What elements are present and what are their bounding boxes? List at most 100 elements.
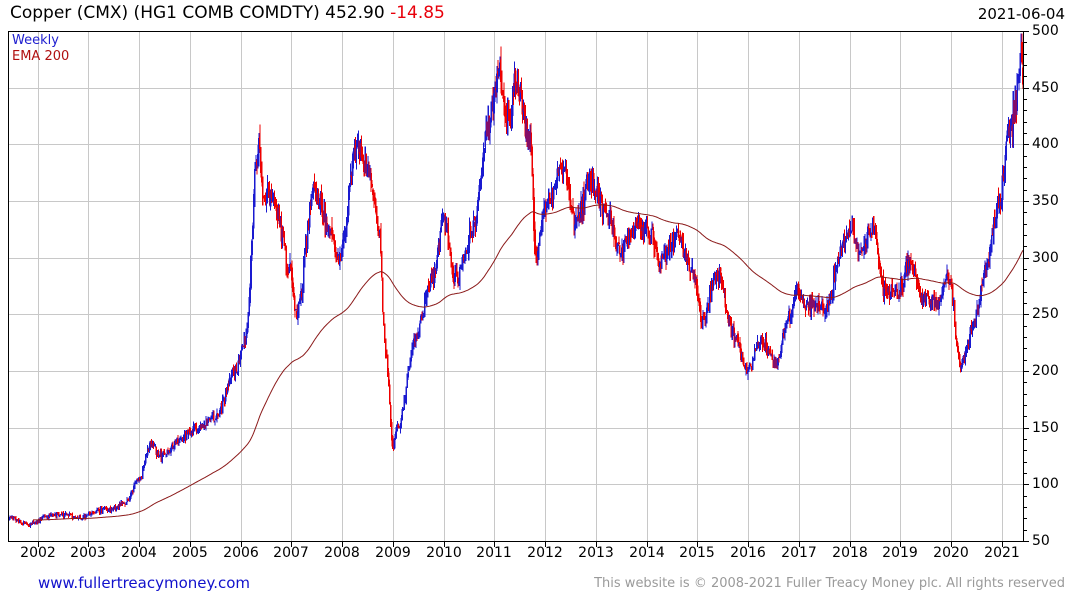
x-axis-tick: [748, 542, 749, 547]
y-axis-tick: [1023, 144, 1029, 145]
y-axis-label: 450: [1032, 80, 1059, 96]
y-axis-minor-tick: [1023, 99, 1027, 100]
y-axis-minor-tick: [1023, 133, 1027, 134]
x-axis-tick: [850, 542, 851, 547]
x-axis-tick: [951, 542, 952, 547]
site-url-link[interactable]: www.fullertreacymoney.com: [38, 574, 251, 592]
last-price: 452.90: [325, 3, 385, 23]
chart-date: 2021-06-04: [977, 5, 1065, 23]
x-axis-label: 2018: [832, 545, 868, 561]
y-axis-tick: [1023, 371, 1029, 372]
y-axis-minor-tick: [1023, 348, 1027, 349]
y-axis-minor-tick: [1023, 394, 1027, 395]
x-axis-label: 2020: [933, 545, 969, 561]
y-axis-tick: [1023, 541, 1029, 542]
chart-title: Copper (CMX) (HG1 COMB COMDTY) 452.90 -1…: [10, 3, 445, 23]
y-axis-minor-tick: [1023, 167, 1027, 168]
legend-periodicity: Weekly: [12, 33, 59, 48]
y-axis-label: 350: [1032, 193, 1059, 209]
y-axis-minor-tick: [1023, 156, 1027, 157]
x-axis-label: 2006: [223, 545, 259, 561]
y-axis-minor-tick: [1023, 42, 1027, 43]
y-axis-minor-tick: [1023, 178, 1027, 179]
x-axis-tick: [1002, 542, 1003, 547]
x-axis-tick: [697, 542, 698, 547]
price-change: -14.85: [390, 3, 445, 23]
gridlines: [8, 31, 1023, 541]
axis-right-border: [1023, 31, 1024, 542]
y-axis-minor-tick: [1023, 303, 1027, 304]
x-axis-label: 2009: [375, 545, 411, 561]
candlestick-svg: [8, 31, 1023, 541]
y-axis-tick: [1023, 484, 1029, 485]
y-axis-minor-tick: [1023, 190, 1027, 191]
x-axis-label: 2019: [882, 545, 918, 561]
y-axis-minor-tick: [1023, 439, 1027, 440]
x-axis-tick: [190, 542, 191, 547]
y-axis-tick: [1023, 201, 1029, 202]
x-axis-label: 2008: [324, 545, 360, 561]
chart-legend: Weekly EMA 200: [12, 33, 69, 65]
x-axis-label: 2014: [629, 545, 665, 561]
copyright-notice: This website is © 2008-2021 Fuller Treac…: [594, 576, 1065, 591]
x-axis-tick: [139, 542, 140, 547]
y-axis-minor-tick: [1023, 280, 1027, 281]
y-axis-minor-tick: [1023, 518, 1027, 519]
x-axis-tick: [393, 542, 394, 547]
y-axis-minor-tick: [1023, 450, 1027, 451]
y-axis-label: 50: [1032, 533, 1050, 549]
x-axis-tick: [647, 542, 648, 547]
y-axis-label: 500: [1032, 23, 1059, 39]
y-axis-minor-tick: [1023, 326, 1027, 327]
y-axis-tick: [1023, 314, 1029, 315]
instrument-name: Copper (CMX) (HG1 COMB COMDTY): [10, 3, 320, 23]
x-axis-label: 2017: [781, 545, 817, 561]
y-axis-label: 200: [1032, 363, 1059, 379]
x-axis-label: 2015: [679, 545, 715, 561]
x-axis-tick: [444, 542, 445, 547]
y-axis-minor-tick: [1023, 76, 1027, 77]
x-axis-label: 2016: [730, 545, 766, 561]
y-axis-minor-tick: [1023, 382, 1027, 383]
axis-left-border: [8, 31, 9, 542]
y-axis-minor-tick: [1023, 507, 1027, 508]
x-axis-label: 2013: [578, 545, 614, 561]
y-axis-minor-tick: [1023, 405, 1027, 406]
y-axis-minor-tick: [1023, 269, 1027, 270]
legend-ema-200: EMA 200: [12, 49, 70, 64]
y-axis-tick: [1023, 258, 1029, 259]
x-axis-label: 2003: [70, 545, 106, 561]
y-axis-tick: [1023, 31, 1029, 32]
plot-area[interactable]: [8, 31, 1023, 541]
x-axis-label: 2012: [527, 545, 563, 561]
chart-header: Copper (CMX) (HG1 COMB COMDTY) 452.90 -1…: [0, 0, 1075, 28]
axis-bottom-border: [8, 541, 1024, 542]
y-axis-label: 300: [1032, 250, 1059, 266]
y-axis-minor-tick: [1023, 360, 1027, 361]
y-axis-minor-tick: [1023, 473, 1027, 474]
y-axis-minor-tick: [1023, 416, 1027, 417]
ema-200-line: [33, 204, 1023, 521]
price-canvas: [8, 31, 1023, 541]
x-axis-tick: [596, 542, 597, 547]
y-axis-label: 400: [1032, 136, 1059, 152]
axis-top-border: [8, 31, 1024, 32]
x-axis-tick: [494, 542, 495, 547]
y-axis-minor-tick: [1023, 110, 1027, 111]
y-axis-label: 150: [1032, 420, 1059, 436]
y-axis-minor-tick: [1023, 54, 1027, 55]
y-axis-minor-tick: [1023, 224, 1027, 225]
x-axis-label: 2002: [20, 545, 56, 561]
y-axis-minor-tick: [1023, 65, 1027, 66]
x-axis-label: 2005: [172, 545, 208, 561]
x-axis-tick: [545, 542, 546, 547]
x-axis-label: 2007: [273, 545, 309, 561]
candlestick-series: [8, 33, 1023, 528]
y-axis-minor-tick: [1023, 337, 1027, 338]
y-axis-label: 100: [1032, 476, 1059, 492]
x-axis-tick: [241, 542, 242, 547]
y-axis-tick: [1023, 88, 1029, 89]
y-axis-label: 250: [1032, 306, 1059, 322]
x-axis-tick: [38, 542, 39, 547]
